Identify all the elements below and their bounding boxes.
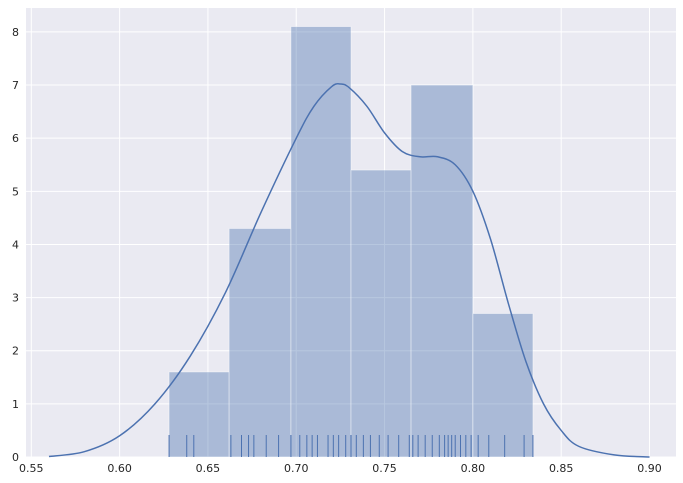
kde-line bbox=[48, 83, 650, 458]
y-tick-label-4: 4 bbox=[12, 238, 19, 251]
y-tick-labels: 0 1 2 3 4 5 6 7 8 bbox=[12, 26, 19, 464]
histogram-bar-1 bbox=[228, 228, 292, 458]
y-tick-label-8: 8 bbox=[12, 26, 19, 39]
histogram-bar-2 bbox=[290, 26, 352, 458]
histogram-bar-3 bbox=[350, 169, 412, 458]
y-tick-label-1: 1 bbox=[12, 398, 19, 411]
x-tick-label-3: 0.70 bbox=[284, 462, 309, 475]
histogram-bar-0 bbox=[168, 371, 230, 458]
histogram-bar-5 bbox=[472, 313, 534, 458]
x-tick-label-6: 0.85 bbox=[549, 462, 574, 475]
y-tick-label-5: 5 bbox=[12, 185, 19, 198]
y-tick-label-2: 2 bbox=[12, 345, 19, 358]
x-tick-label-4: 0.75 bbox=[372, 462, 397, 475]
y-tick-label-0: 0 bbox=[12, 451, 19, 464]
x-tick-label-0: 0.55 bbox=[19, 462, 44, 475]
x-tick-labels: 0.55 0.60 0.65 0.70 0.75 0.80 0.85 0.90 bbox=[19, 462, 662, 475]
kde-curve-group bbox=[48, 83, 650, 458]
x-tick-label-5: 0.80 bbox=[461, 462, 486, 475]
rug-marks bbox=[168, 435, 534, 457]
x-tick-label-2: 0.65 bbox=[196, 462, 221, 475]
y-tick-label-6: 6 bbox=[12, 132, 19, 145]
histogram-bars bbox=[168, 26, 534, 458]
y-tick-label-7: 7 bbox=[12, 79, 19, 92]
y-tick-label-3: 3 bbox=[12, 292, 19, 305]
x-tick-label-7: 0.90 bbox=[637, 462, 662, 475]
histogram-bar-4 bbox=[410, 84, 474, 458]
x-tick-label-1: 0.60 bbox=[107, 462, 132, 475]
